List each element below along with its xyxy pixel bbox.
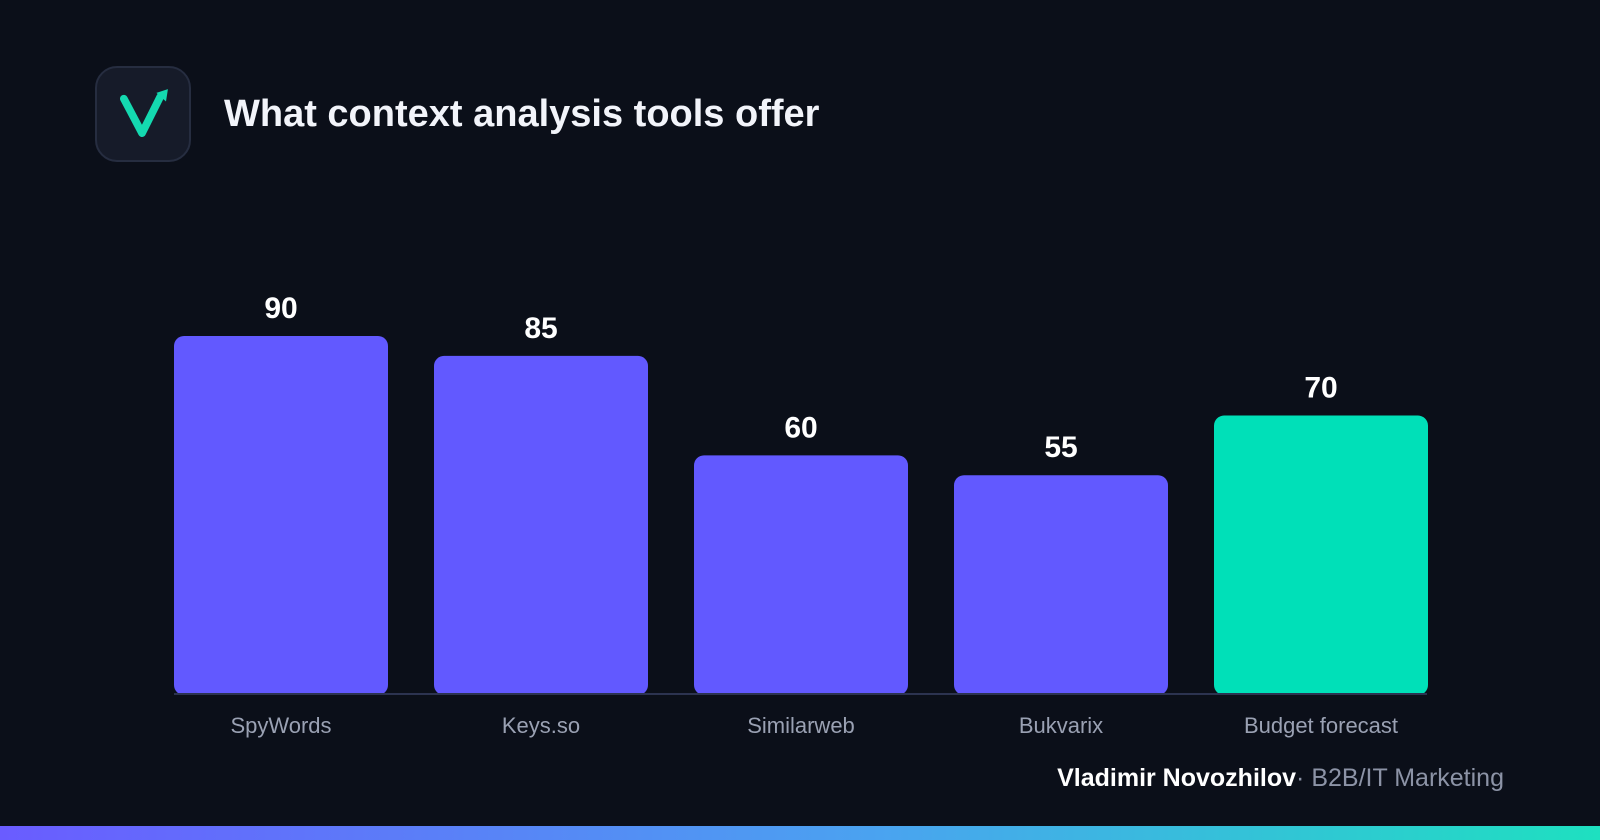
bar-spywords (174, 336, 388, 695)
bar-bukvarix (954, 475, 1168, 695)
author-name: Vladimir Novozhilov (1057, 764, 1297, 792)
footer-separator: · (1296, 764, 1305, 792)
bar-keys-so (434, 355, 648, 695)
author-role: B2B/IT Marketing (1311, 764, 1504, 792)
x-tick-label: Bukvarix (1019, 713, 1103, 738)
bar-value-label: 60 (784, 411, 817, 444)
x-tick-label: Similarweb (747, 713, 855, 738)
bar-value-label: 55 (1044, 431, 1077, 464)
bar-similarweb (694, 455, 908, 695)
bars-layer (174, 336, 1428, 695)
bar-value-label: 70 (1304, 372, 1337, 405)
bar-value-label: 90 (264, 292, 297, 325)
bottom-gradient-bar (0, 826, 1600, 840)
x-tick-label: Budget forecast (1244, 713, 1398, 738)
x-tick-label: Keys.so (502, 713, 580, 738)
labels-layer: 90 SpyWords 85 Keys.so 60 Similarweb 55 Bukvari… (230, 292, 1398, 738)
chart-title: What context analysis tools offer (224, 93, 820, 135)
brand-logo (95, 66, 191, 162)
checkmark-arrow-icon (120, 89, 168, 138)
x-tick-label: SpyWords (230, 713, 331, 738)
bar-budget-forecast (1214, 415, 1428, 695)
footer-credit: Vladimir Novozhilov· B2B/IT Marketing (1057, 762, 1504, 794)
bar-value-label: 85 (524, 312, 557, 345)
